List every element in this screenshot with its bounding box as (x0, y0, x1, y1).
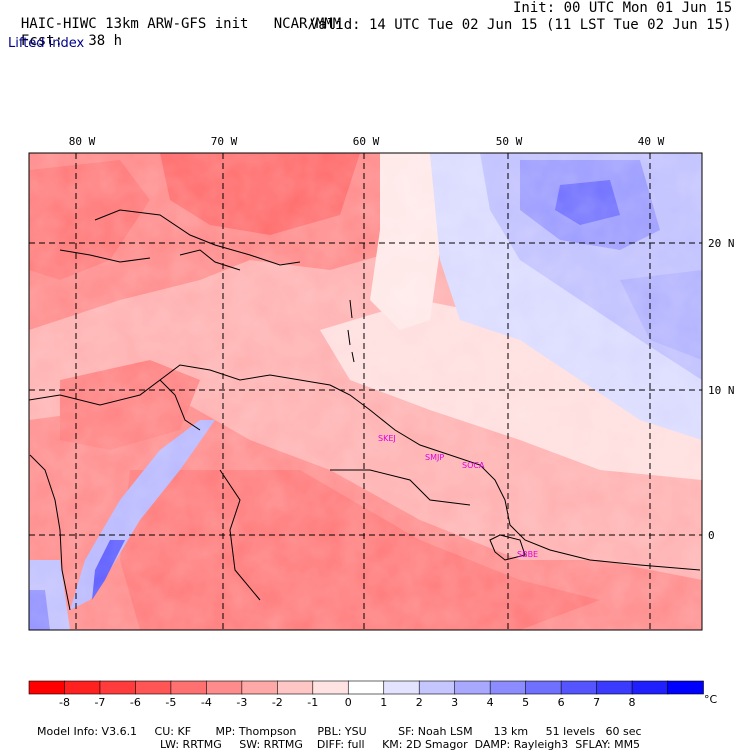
colorbar-tick-label: -2 (272, 696, 283, 709)
colorbar-swatch (135, 680, 172, 695)
station-label: SKEJ (378, 434, 396, 443)
colorbar-swatch (28, 680, 66, 695)
colorbar-swatch (347, 680, 385, 695)
model-info-line2: LW: RRTMG SW: RRTMG DIFF: full KM: 2D Sm… (153, 725, 640, 751)
station-labels: SKEJ SMJP SOCA SBBE (378, 434, 538, 559)
colorbar-tick-label: 0 (345, 696, 352, 709)
colorbar-tick-label: 2 (416, 696, 423, 709)
colorbar-swatch (241, 680, 279, 695)
forecast-label: Fcst: (20, 33, 64, 49)
lat-label: 10 N (708, 384, 735, 397)
colorbar-tick-label: 4 (487, 696, 494, 709)
colorbar-tick-label: -1 (307, 696, 318, 709)
colorbar-swatch (667, 680, 704, 695)
colorbar-swatch (454, 680, 491, 695)
colorbar-swatch (312, 680, 350, 695)
colorbar-tick-label: -5 (165, 696, 176, 709)
mp-scheme: MP: Thompson (215, 725, 297, 738)
forecast-hours-value: 38 h (88, 33, 123, 49)
colorbar-swatch (489, 680, 527, 695)
lon-label: 40 W (638, 135, 665, 148)
colorbar-tick-label: -3 (236, 696, 247, 709)
lon-label: 70 W (211, 135, 238, 148)
field-name: Lifted index (8, 36, 85, 51)
lon-label: 50 W (496, 135, 523, 148)
station-label: SOCA (462, 461, 485, 470)
colorbar: -8 -7 -6 -5 -4 -3 -2 -1 0 1 2 3 4 5 6 7 8 °C (28, 680, 718, 709)
colorbar-swatch (631, 680, 669, 695)
org-text: NCAR/MMM (273, 16, 342, 32)
graticule (29, 153, 702, 630)
colorbar-swatch (383, 680, 421, 695)
lon-label: 60 W (353, 135, 380, 148)
cu-scheme: CU: KF (154, 725, 192, 738)
colorbar-swatch (206, 680, 243, 695)
lat-labels: 20 N 10 N 0 (708, 237, 735, 542)
coastlines (29, 209, 701, 611)
model-version: Model Info: V3.6.1 (37, 725, 138, 738)
colorbar-tick-label: 7 (593, 696, 600, 709)
forecast-hours: Fcst: 38 h (4, 17, 122, 49)
colorbar-tick-label: -6 (130, 696, 141, 709)
colorbar-tick-label: 5 (522, 696, 529, 709)
colorbar-tick-label: -7 (94, 696, 105, 709)
map-frame (28, 152, 703, 631)
pbl-scheme: PBL: YSU (317, 725, 367, 738)
model-info-line1: Model Info: V3.6.1 CU: KF MP: Thompson P… (30, 712, 642, 738)
colorbar-unit: °C (704, 693, 718, 706)
colorbar-swatch (277, 680, 314, 695)
colorbar-swatch (170, 680, 208, 695)
resolution: 13 km (493, 725, 529, 738)
sf-scheme: SF: Noah LSM (398, 725, 473, 738)
colorbar-tick-label: 1 (380, 696, 387, 709)
station-label: SMJP (425, 453, 444, 462)
lon-label: 80 W (69, 135, 96, 148)
colorbar-swatch (560, 680, 598, 695)
colorbar-swatch (525, 680, 562, 695)
timestep: 60 sec (605, 725, 642, 738)
valid-time: Valid: 14 UTC Tue 02 Jun 15 (11 LST Tue … (310, 17, 732, 33)
colorbar-tick-label: 6 (558, 696, 565, 709)
station-label: SBBE (517, 550, 538, 559)
levels: 51 levels (545, 725, 596, 738)
lat-label: 20 N (708, 237, 735, 250)
colorbar-swatch (596, 680, 633, 695)
colorbar-tick-label: -4 (201, 696, 212, 709)
init-time: Init: 00 UTC Mon 01 Jun 15 (513, 0, 733, 16)
lat-label: 0 (708, 529, 715, 542)
model-title: HAIC-HIWC 13km ARW-GFS init NCAR/MMM (4, 0, 341, 32)
field-shading (29, 153, 702, 630)
colorbar-tick-label: 3 (451, 696, 458, 709)
model-title-text: HAIC-HIWC 13km ARW-GFS init (20, 16, 249, 32)
lon-labels: 80 W 70 W 60 W 50 W 40 W (69, 135, 665, 148)
colorbar-tick-label: -8 (59, 696, 70, 709)
colorbar-swatch (99, 680, 137, 695)
colorbar-tick-label: 8 (629, 696, 636, 709)
colorbar-swatch (418, 680, 456, 695)
colorbar-swatch (64, 680, 101, 695)
